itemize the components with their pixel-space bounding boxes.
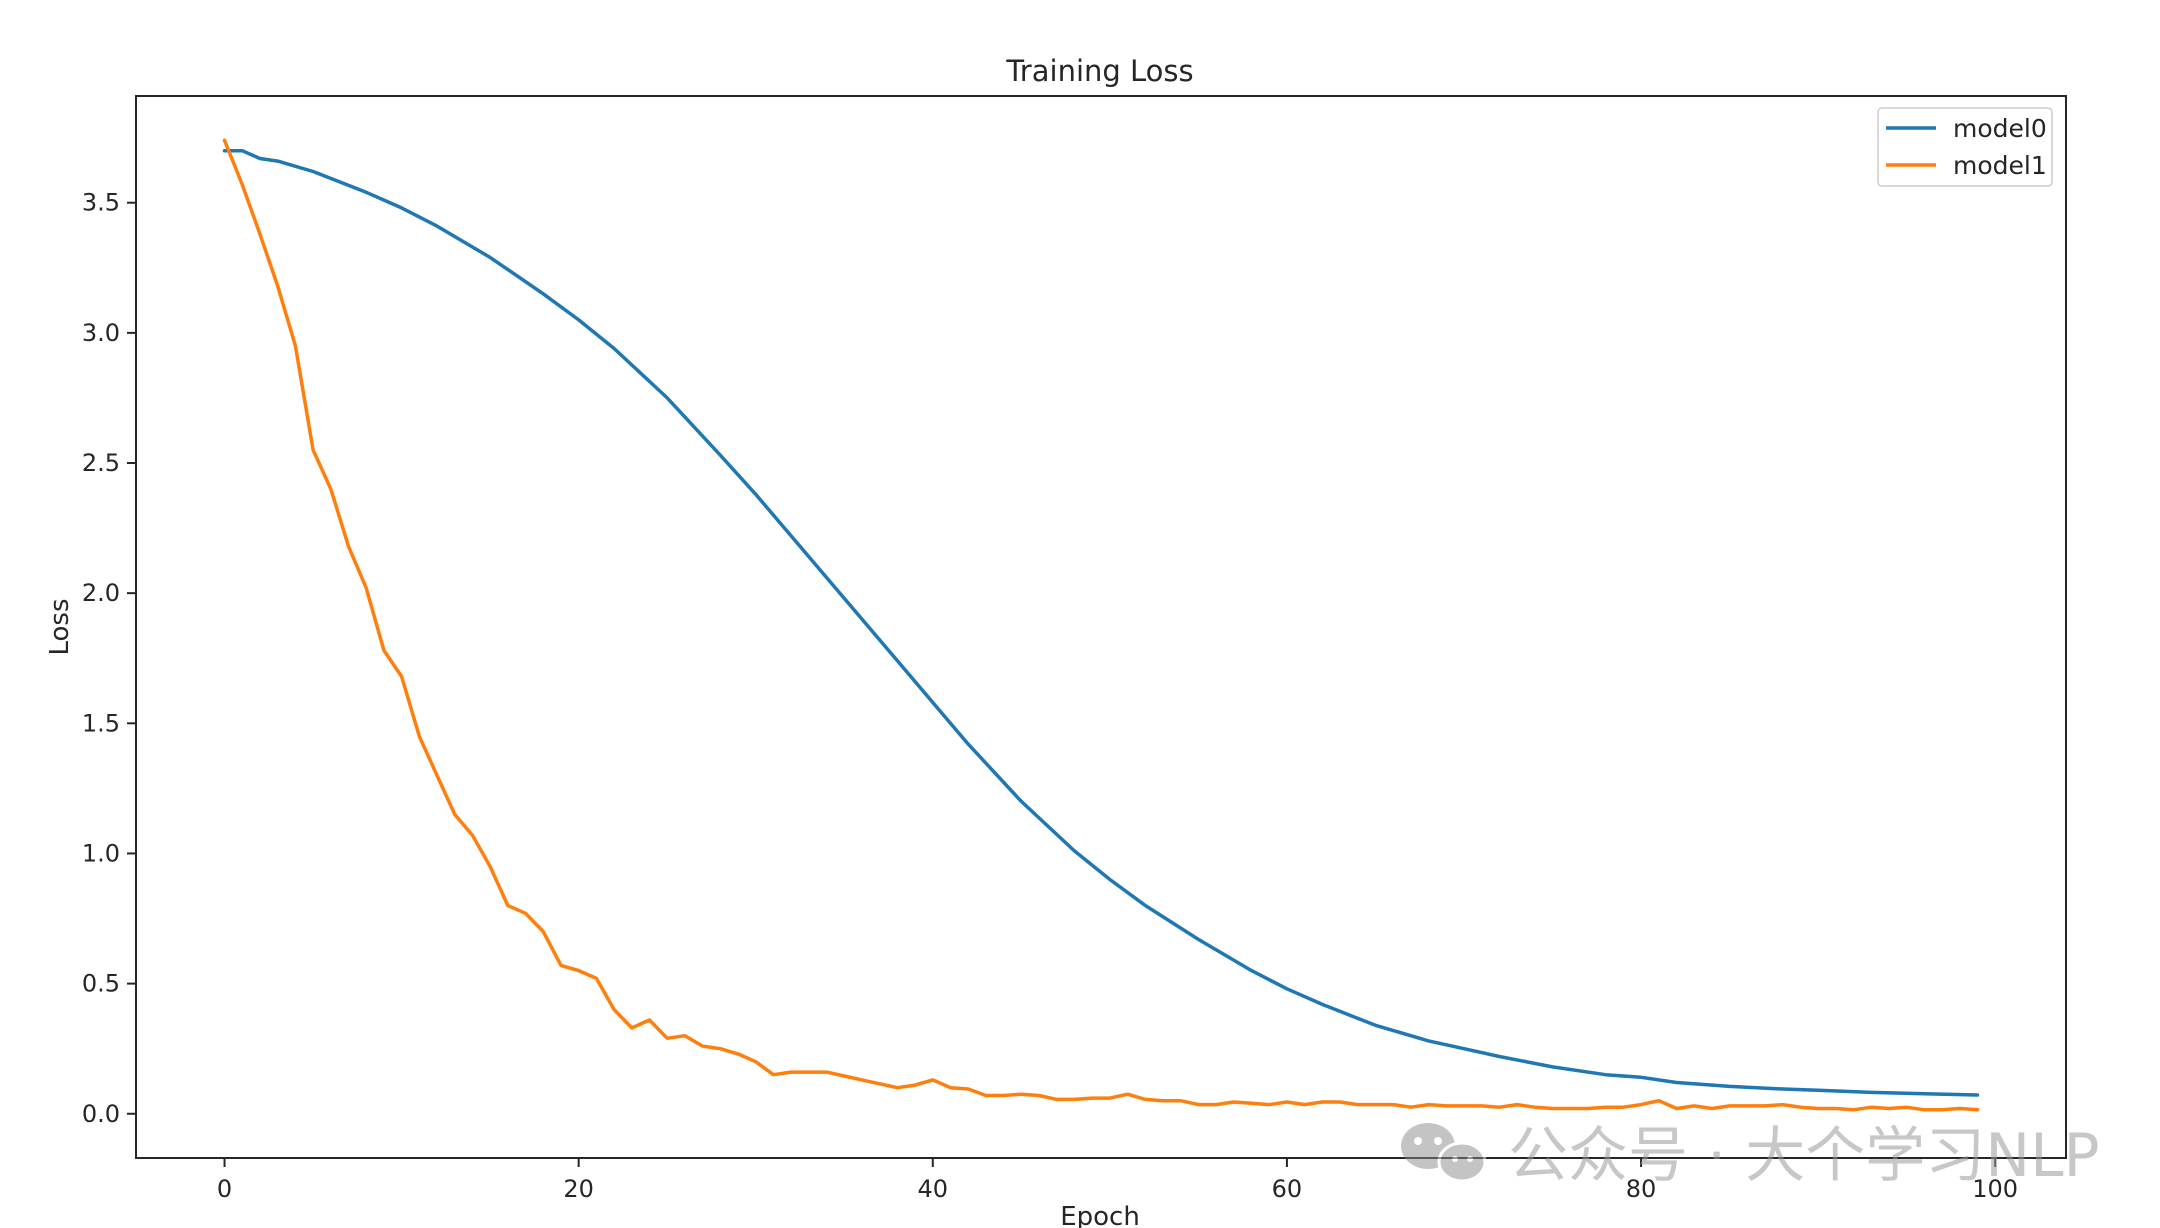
- x-tick-label: 80: [1626, 1175, 1657, 1203]
- y-tick-label: 2.5: [82, 449, 120, 477]
- x-tick-label: 0: [217, 1175, 232, 1203]
- x-tick-label: 40: [918, 1175, 949, 1203]
- chart-title: Training Loss: [1005, 54, 1193, 88]
- legend: model0 model1: [1877, 107, 2053, 187]
- y-tick-label: 0.0: [82, 1100, 120, 1128]
- plot-area-frame: [135, 95, 2067, 1159]
- wechat-icon: [1401, 1123, 1487, 1183]
- series-line-model1: [222, 138, 1980, 1112]
- series-layer: [222, 138, 1980, 1112]
- x-tick-label: 20: [563, 1175, 594, 1203]
- y-axis: 0.0 0.5 1.0 1.5 2.0 2.5 3.0 3.5: [82, 189, 136, 1128]
- x-axis-label: Epoch: [1060, 1202, 1140, 1228]
- series-line-model0: [222, 148, 1980, 1097]
- y-tick-label: 3.0: [82, 319, 120, 347]
- watermark-text: 公众号 · 大个学习NLP: [1508, 1121, 2100, 1191]
- y-tick-label: 3.5: [82, 189, 120, 217]
- x-tick-label: 100: [1972, 1175, 2018, 1203]
- x-tick-label: 60: [1272, 1175, 1303, 1203]
- y-tick-label: 1.5: [82, 709, 120, 737]
- x-axis: 0 20 40 60 80 100: [217, 1158, 2018, 1203]
- y-axis-label: Loss: [45, 598, 75, 655]
- watermark: 公众号 · 大个学习NLP: [1401, 1121, 2100, 1191]
- legend-label-model0: model0: [1953, 114, 2047, 143]
- y-tick-label: 1.0: [82, 839, 120, 867]
- y-tick-label: 0.5: [82, 970, 120, 998]
- legend-label-model1: model1: [1953, 151, 2047, 180]
- y-tick-label: 2.0: [82, 579, 120, 607]
